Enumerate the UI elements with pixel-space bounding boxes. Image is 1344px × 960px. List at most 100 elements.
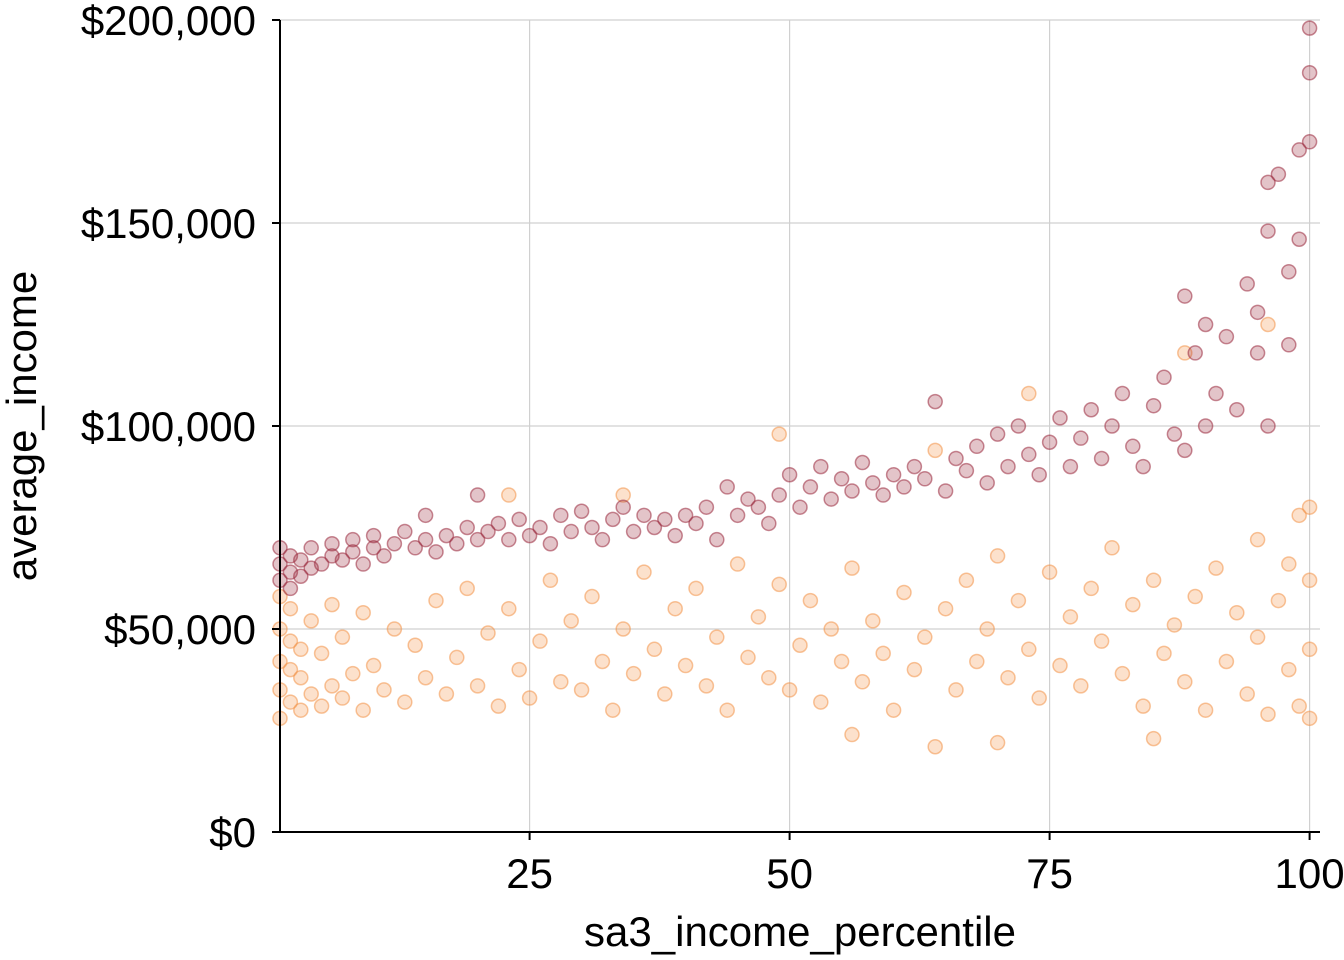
data-point xyxy=(729,507,746,524)
data-point xyxy=(969,438,985,455)
data-point xyxy=(937,483,954,499)
data-point xyxy=(324,596,340,613)
data-point xyxy=(615,487,631,503)
data-point xyxy=(563,523,579,540)
data-point xyxy=(501,600,517,617)
data-point xyxy=(989,734,1006,751)
data-point xyxy=(397,523,413,540)
data-point xyxy=(1010,418,1027,434)
x-tick-label: 75 xyxy=(1026,850,1073,897)
data-point xyxy=(1145,572,1162,589)
data-point xyxy=(511,661,527,678)
data-point xyxy=(480,523,496,540)
data-point xyxy=(345,665,361,682)
data-point xyxy=(1301,134,1318,150)
data-point xyxy=(355,702,371,718)
data-point xyxy=(948,450,964,467)
data-point xyxy=(1291,698,1307,714)
data-point xyxy=(282,661,299,678)
data-point xyxy=(1114,665,1131,682)
data-point xyxy=(771,487,787,503)
data-point xyxy=(927,393,943,410)
data-point xyxy=(1093,450,1110,467)
data-point xyxy=(885,702,902,718)
data-point xyxy=(1301,572,1318,589)
data-point xyxy=(1301,65,1318,81)
data-point xyxy=(1249,531,1266,548)
data-point xyxy=(750,499,767,515)
data-point xyxy=(688,515,704,532)
data-point xyxy=(792,637,808,653)
data-point xyxy=(521,690,538,706)
data-point xyxy=(417,507,434,524)
data-point xyxy=(750,609,767,625)
data-point xyxy=(761,669,777,686)
data-point xyxy=(1197,316,1214,333)
data-point xyxy=(1052,657,1068,674)
data-point xyxy=(1218,328,1235,345)
data-point xyxy=(625,523,642,540)
data-point xyxy=(313,645,330,662)
data-point xyxy=(677,657,694,674)
data-point xyxy=(1301,641,1318,658)
data-point xyxy=(1000,669,1016,686)
data-point xyxy=(1281,556,1297,572)
data-point xyxy=(1197,418,1214,434)
y-tick-label: $0 xyxy=(209,809,256,856)
data-point xyxy=(532,519,548,536)
data-point xyxy=(1187,345,1203,361)
data-point xyxy=(761,515,777,532)
data-point xyxy=(646,641,663,658)
data-point xyxy=(958,572,975,589)
data-point xyxy=(407,540,423,556)
data-point xyxy=(1301,499,1318,515)
data-point xyxy=(729,556,746,572)
data-point xyxy=(896,479,912,495)
data-point xyxy=(636,507,652,524)
data-point xyxy=(293,641,309,658)
data-point xyxy=(740,649,756,666)
data-point xyxy=(844,483,860,499)
data-point xyxy=(1073,430,1089,446)
data-point xyxy=(1249,304,1266,321)
data-point xyxy=(594,531,611,548)
data-point xyxy=(1031,690,1047,706)
data-point xyxy=(1270,592,1287,609)
data-point xyxy=(709,531,725,548)
y-tick-label: $50,000 xyxy=(104,606,256,653)
data-point xyxy=(1291,231,1307,247)
data-point xyxy=(1208,385,1224,402)
data-point xyxy=(865,613,881,629)
data-point xyxy=(573,503,590,520)
data-point xyxy=(1021,385,1037,402)
data-point xyxy=(1239,276,1255,292)
data-point xyxy=(1114,385,1131,402)
data-point xyxy=(469,678,486,694)
data-point xyxy=(1031,466,1047,483)
data-point xyxy=(365,540,382,556)
data-point xyxy=(449,649,465,666)
data-point xyxy=(1260,418,1276,434)
data-point xyxy=(677,507,694,524)
data-point xyxy=(1260,174,1276,191)
data-point xyxy=(906,661,923,678)
data-point xyxy=(1177,442,1193,459)
data-point xyxy=(1145,397,1162,414)
data-point xyxy=(407,637,423,653)
data-point xyxy=(657,511,673,528)
data-point xyxy=(282,580,299,597)
data-point xyxy=(553,674,569,690)
data-point xyxy=(542,535,559,552)
data-point xyxy=(282,600,299,617)
data-point xyxy=(480,625,496,641)
data-point xyxy=(490,515,507,532)
data-point xyxy=(1187,588,1203,605)
data-point xyxy=(854,674,871,690)
data-point xyxy=(1260,223,1276,239)
data-point xyxy=(948,682,964,698)
y-tick-label: $150,000 xyxy=(81,200,256,247)
x-tick-label: 50 xyxy=(766,850,813,897)
y-tick-label: $200,000 xyxy=(81,0,256,44)
data-point xyxy=(1083,402,1099,418)
